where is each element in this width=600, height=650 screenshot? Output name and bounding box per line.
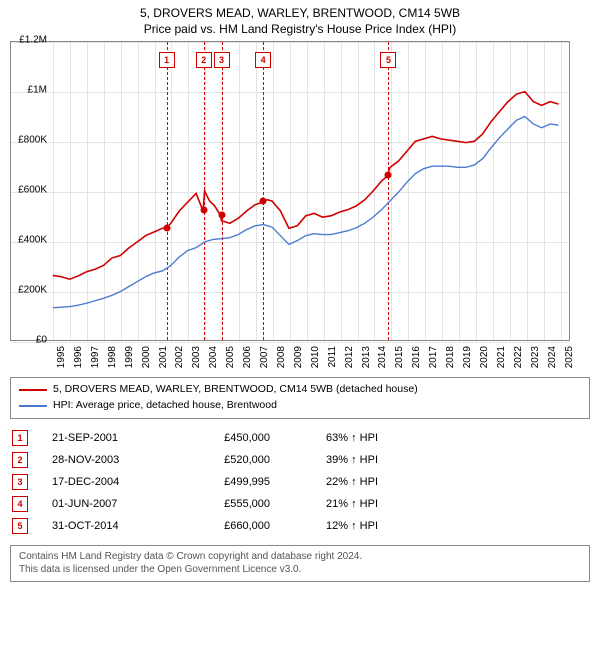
x-tick-label: 2014 xyxy=(377,346,388,368)
x-tick-label: 2000 xyxy=(141,346,152,368)
x-tick-label: 2021 xyxy=(496,346,507,368)
legend-swatch xyxy=(19,389,47,391)
price-chart: £0£200K£400K£600K£800K£1M£1.2M1995199619… xyxy=(10,41,570,341)
sale-row-date: 17-DEC-2004 xyxy=(52,476,162,488)
sale-row-diff: 21% ↑ HPI xyxy=(288,498,378,510)
sale-row: 3 17-DEC-2004 £499,995 22% ↑ HPI xyxy=(10,471,590,493)
sale-row-diff: 12% ↑ HPI xyxy=(288,520,378,532)
x-tick-label: 2005 xyxy=(225,346,236,368)
x-tick-label: 2024 xyxy=(547,346,558,368)
series-subject xyxy=(53,92,559,280)
x-tick-label: 1999 xyxy=(124,346,135,368)
legend-label: 5, DROVERS MEAD, WARLEY, BRENTWOOD, CM14… xyxy=(53,382,418,398)
series-hpi xyxy=(53,117,559,308)
x-tick-label: 1998 xyxy=(107,346,118,368)
x-tick-label: 2015 xyxy=(394,346,405,368)
sale-row: 5 31-OCT-2014 £660,000 12% ↑ HPI xyxy=(10,515,590,537)
x-tick-label: 2013 xyxy=(361,346,372,368)
x-tick-label: 2017 xyxy=(428,346,439,368)
sale-row-date: 01-JUN-2007 xyxy=(52,498,162,510)
title-line2: Price paid vs. HM Land Registry's House … xyxy=(10,22,590,38)
x-tick-label: 2007 xyxy=(259,346,270,368)
footer-line1: Contains HM Land Registry data © Crown c… xyxy=(19,550,581,564)
legend-box: 5, DROVERS MEAD, WARLEY, BRENTWOOD, CM14… xyxy=(10,377,590,419)
legend-row: 5, DROVERS MEAD, WARLEY, BRENTWOOD, CM14… xyxy=(19,382,581,398)
x-tick-label: 2009 xyxy=(293,346,304,368)
x-tick-label: 2004 xyxy=(208,346,219,368)
page-root: 5, DROVERS MEAD, WARLEY, BRENTWOOD, CM14… xyxy=(0,0,600,650)
title-block: 5, DROVERS MEAD, WARLEY, BRENTWOOD, CM14… xyxy=(10,6,590,37)
sale-row-badge: 2 xyxy=(12,452,28,468)
sale-row-price: £499,995 xyxy=(180,476,270,488)
sale-row-price: £555,000 xyxy=(180,498,270,510)
x-tick-label: 2010 xyxy=(310,346,321,368)
legend-label: HPI: Average price, detached house, Bren… xyxy=(53,398,277,414)
x-tick-label: 2020 xyxy=(479,346,490,368)
x-tick-label: 2008 xyxy=(276,346,287,368)
sale-row-diff: 63% ↑ HPI xyxy=(288,432,378,444)
sale-row: 4 01-JUN-2007 £555,000 21% ↑ HPI xyxy=(10,493,590,515)
sale-row-date: 31-OCT-2014 xyxy=(52,520,162,532)
x-tick-label: 2018 xyxy=(445,346,456,368)
x-tick-label: 2022 xyxy=(513,346,524,368)
sale-row-date: 21-SEP-2001 xyxy=(52,432,162,444)
sales-table: 1 21-SEP-2001 £450,000 63% ↑ HPI 2 28-NOV-200… xyxy=(10,427,590,537)
x-tick-label: 2006 xyxy=(242,346,253,368)
x-tick-label: 2001 xyxy=(158,346,169,368)
x-tick-label: 2016 xyxy=(411,346,422,368)
footer-box: Contains HM Land Registry data © Crown c… xyxy=(10,545,590,582)
x-tick-label: 2012 xyxy=(344,346,355,368)
sale-row-diff: 22% ↑ HPI xyxy=(288,476,378,488)
sale-row-badge: 3 xyxy=(12,474,28,490)
sale-row-price: £660,000 xyxy=(180,520,270,532)
footer-line2: This data is licensed under the Open Gov… xyxy=(19,563,581,577)
legend-swatch xyxy=(19,405,47,407)
sale-row-price: £450,000 xyxy=(180,432,270,444)
x-tick-label: 2023 xyxy=(530,346,541,368)
x-tick-label: 2003 xyxy=(191,346,202,368)
sale-row: 2 28-NOV-2003 £520,000 39% ↑ HPI xyxy=(10,449,590,471)
x-tick-label: 2019 xyxy=(462,346,473,368)
sale-row-badge: 5 xyxy=(12,518,28,534)
x-tick-label: 1996 xyxy=(73,346,84,368)
sale-row-badge: 4 xyxy=(12,496,28,512)
sale-row: 1 21-SEP-2001 £450,000 63% ↑ HPI xyxy=(10,427,590,449)
sale-row-diff: 39% ↑ HPI xyxy=(288,454,378,466)
title-line1: 5, DROVERS MEAD, WARLEY, BRENTWOOD, CM14… xyxy=(10,6,590,22)
series-svg xyxy=(11,42,569,340)
x-tick-label: 2011 xyxy=(327,346,338,368)
sale-row-date: 28-NOV-2003 xyxy=(52,454,162,466)
x-tick-label: 2025 xyxy=(564,346,575,368)
legend-row: HPI: Average price, detached house, Bren… xyxy=(19,398,581,414)
gridline-h xyxy=(11,342,569,343)
sale-row-badge: 1 xyxy=(12,430,28,446)
x-tick-label: 1995 xyxy=(56,346,67,368)
sale-row-price: £520,000 xyxy=(180,454,270,466)
x-tick-label: 2002 xyxy=(174,346,185,368)
x-tick-label: 1997 xyxy=(90,346,101,368)
